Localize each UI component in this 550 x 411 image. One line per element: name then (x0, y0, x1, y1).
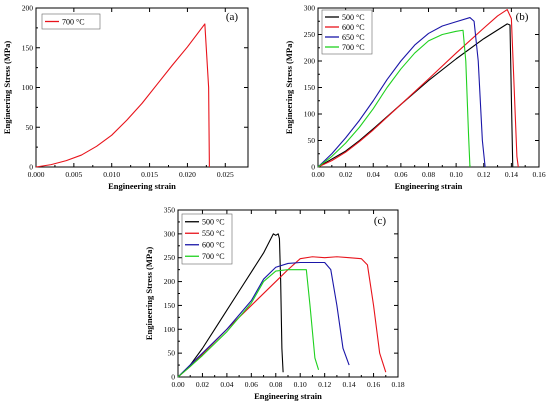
y-tick-label: 200 (22, 4, 34, 13)
y-tick-label: 200 (304, 57, 316, 66)
y-tick-label: 100 (304, 110, 316, 119)
x-tick-label: 0.06 (245, 380, 258, 389)
y-tick-label: 100 (164, 325, 176, 334)
y-tick-label: 50 (308, 136, 316, 145)
y-tick-label: 300 (164, 229, 176, 238)
y-tick-label: 0 (29, 163, 33, 172)
x-tick-label: 0.005 (65, 170, 82, 179)
x-tick-label: 0.00 (311, 170, 324, 179)
chart-panel-0: 0.000 0.005 0.010 0.015 0.020 0.025 0 50 100 150 2… (2, 4, 249, 191)
x-axis-title: Engineering strain (254, 391, 322, 401)
legend-entry: 700 °C (202, 252, 225, 261)
legend-entry: 600 °C (202, 241, 225, 250)
series-line-0 (35, 23, 210, 168)
series-line-2 (317, 16, 486, 168)
x-tick-label: 0.08 (269, 380, 282, 389)
x-tick-label: 0.14 (505, 170, 518, 179)
x-tick-label: 0.16 (532, 170, 545, 179)
y-axis-title: Engineering Stress (MPa) (144, 247, 154, 341)
legend-entry: 700 °C (342, 43, 365, 52)
x-tick-label: 0.020 (179, 170, 196, 179)
x-tick-label: 0.02 (196, 380, 209, 389)
x-axis-title: Engineering strain (395, 181, 463, 191)
y-tick-label: 100 (22, 83, 34, 92)
x-tick-label: 0.010 (103, 170, 120, 179)
legend-entry: 500 °C (342, 13, 365, 22)
legend-entry: 500 °C (202, 218, 225, 227)
panel-label: (b) (516, 11, 529, 23)
series-line-3 (317, 29, 471, 168)
x-tick-label: 0.04 (367, 170, 380, 179)
y-tick-label: 150 (304, 83, 316, 92)
y-tick-label: 250 (164, 253, 176, 262)
series-line-3 (177, 269, 320, 378)
x-tick-label: 0.16 (367, 380, 380, 389)
x-tick-label: 0.00 (171, 380, 184, 389)
y-tick-label: 300 (304, 4, 316, 13)
y-tick-label: 50 (26, 123, 34, 132)
series-line-1 (317, 9, 519, 168)
x-tick-label: 0.12 (318, 380, 331, 389)
y-tick-label: 150 (164, 301, 176, 310)
x-tick-label: 0.10 (450, 170, 463, 179)
legend-entry: 600 °C (342, 23, 365, 32)
legend-entry: 650 °C (342, 33, 365, 42)
y-axis-title: Engineering Stress (MPa) (2, 41, 12, 135)
legend-entry: 700 °C (62, 17, 85, 26)
y-axis-title: Engineering Stress (MPa) (284, 41, 294, 135)
y-tick-label: 150 (22, 43, 34, 52)
x-tick-label: 0.08 (422, 170, 435, 179)
y-tick-label: 250 (304, 30, 316, 39)
legend-entry: 550 °C (202, 229, 225, 238)
y-tick-label: 350 (164, 206, 176, 215)
x-tick-label: 0.000 (28, 170, 45, 179)
chart-panel-1: 0.00 0.02 0.04 0.06 0.08 0.10 0.12 0.14 0.16 0 50 1… (284, 4, 546, 192)
y-tick-label: 0 (311, 163, 315, 172)
x-tick-label: 0.10 (294, 380, 307, 389)
chart-panel-2: 0.00 0.02 0.04 0.06 0.08 0.10 0.12 0.14 0.16 0.18… (144, 206, 405, 402)
series-line-0 (177, 233, 284, 378)
x-tick-label: 0.025 (217, 170, 234, 179)
x-tick-label: 0.015 (141, 170, 158, 179)
y-tick-label: 200 (164, 277, 176, 286)
y-tick-label: 0 (171, 373, 175, 382)
x-tick-label: 0.02 (339, 170, 352, 179)
panel-label: (c) (374, 215, 387, 227)
x-tick-label: 0.14 (343, 380, 356, 389)
x-tick-label: 0.18 (391, 380, 404, 389)
x-tick-label: 0.12 (477, 170, 490, 179)
series-line-0 (317, 23, 514, 168)
plot-frame (35, 7, 249, 168)
x-tick-label: 0.04 (220, 380, 233, 389)
y-tick-label: 50 (168, 349, 176, 358)
x-tick-label: 0.06 (394, 170, 407, 179)
legend-box (41, 13, 101, 30)
panel-label: (a) (226, 11, 239, 23)
x-axis-title: Engineering strain (108, 181, 176, 191)
series-line-2 (177, 261, 350, 378)
